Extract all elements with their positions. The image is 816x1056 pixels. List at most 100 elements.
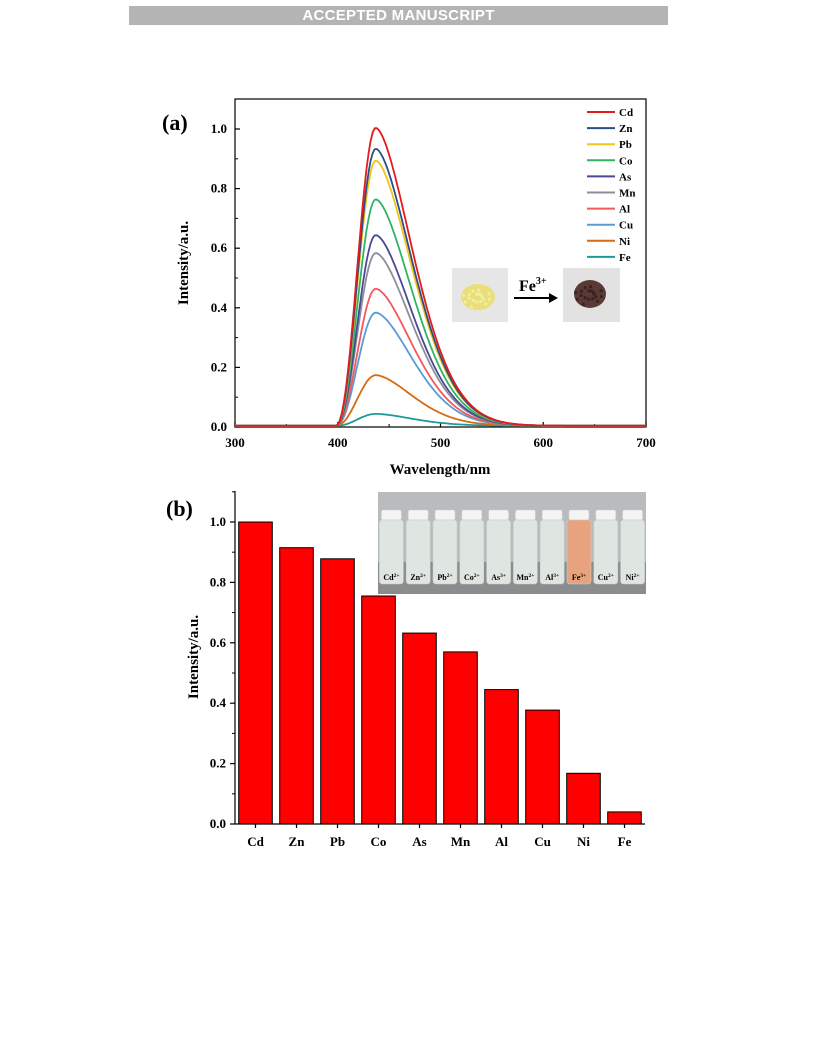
vial-zn: [405, 519, 431, 585]
vial-cap: [381, 509, 402, 521]
arrow-head-icon: [549, 293, 558, 303]
powder-grain: [599, 294, 604, 299]
powder-grain: [587, 297, 591, 301]
category-label: Zn: [289, 834, 306, 849]
category-label: Ni: [577, 834, 590, 849]
legend-label: Cu: [619, 220, 633, 232]
bar-as: [402, 632, 437, 825]
powder-grain: [471, 298, 475, 302]
panel-b-label: (b): [166, 496, 193, 521]
y-tick-label: 0.0: [211, 419, 227, 434]
x-tick-label: 400: [328, 435, 348, 450]
x-tick-label: 700: [636, 435, 656, 450]
panel-b-y-axis-label: Intensity/a.u.: [186, 615, 202, 699]
powder-grain: [475, 292, 479, 296]
powder-grain: [591, 297, 595, 301]
vial-ni: [620, 519, 645, 585]
bar-mn: [443, 651, 478, 825]
bar-pb: [320, 558, 355, 825]
bar-ni: [566, 772, 601, 825]
category-label: Co: [371, 834, 387, 849]
panel-a-line-chart: (a) 300 400 500 600 700 0.0 0.2 0.4 0.6 0.8 1.0 Cd…: [162, 98, 656, 478]
vial-as: [486, 519, 511, 585]
y-tick-label: 0.6: [210, 635, 227, 650]
powder-grain: [583, 286, 587, 290]
panel-b-vials-photo: Cd2+ Zn2+ Pb2+ Co2+ As3+ Mn2+ Al3+ Fe3+ Cu2+ Ni2+: [378, 492, 646, 594]
panel-a-label: (a): [162, 110, 188, 135]
legend-label: Fe: [619, 252, 631, 264]
vial-label: Ni2+: [626, 573, 640, 582]
powder-grain: [595, 299, 600, 303]
y-tick-label: 0.4: [210, 695, 227, 710]
legend-label: Mn: [619, 188, 636, 200]
legend-label: Ni: [619, 236, 630, 248]
powder-grain: [467, 296, 471, 300]
legend-label: Zn: [619, 123, 632, 135]
category-label: Fe: [618, 834, 632, 849]
legend-label: Pb: [619, 139, 632, 151]
powder-grain: [482, 297, 486, 302]
vial-cap: [407, 509, 429, 521]
y-tick-label: 0.8: [211, 181, 228, 196]
vial-label: As3+: [491, 573, 506, 582]
powder-grain: [583, 296, 587, 300]
x-tick-label: 600: [534, 435, 554, 450]
vial-cap: [622, 509, 643, 521]
accepted-manuscript-banner: ACCEPTED MANUSCRIPT: [129, 6, 668, 25]
powder-grain: [579, 293, 583, 298]
series-line-cd: [235, 127, 646, 427]
powder-grain: [475, 300, 479, 304]
vial-al: [539, 519, 565, 585]
powder-grain: [463, 300, 467, 304]
legend-label: Cd: [619, 107, 633, 119]
category-label: Mn: [451, 834, 471, 849]
x-tick-label: 300: [225, 435, 245, 450]
vial-cap: [461, 509, 483, 521]
vial-co: [459, 519, 485, 585]
panel-a-ticks: 300 400 500 600 700 0.0 0.2 0.4 0.6 0.8 1.0: [211, 121, 656, 450]
vial-cu: [593, 519, 619, 585]
vial-cap: [434, 509, 456, 521]
yellow-powder-icon: [461, 284, 495, 310]
y-tick-label: 0.6: [211, 240, 228, 255]
y-tick-label: 0.2: [210, 756, 226, 771]
bar-co: [361, 595, 396, 825]
powder-grain: [462, 293, 466, 298]
panel-a-legend: Cd Zn Pb Co As Mn Al Cu Ni Fe: [587, 107, 636, 264]
category-label: Cd: [247, 834, 264, 849]
y-tick-label: 1.0: [210, 514, 226, 529]
panel-b-bars: [238, 521, 642, 825]
bar-cu: [525, 709, 560, 825]
powder-grain: [479, 299, 483, 304]
powder-grain: [487, 297, 491, 301]
panel-a-y-axis-label: Intensity/a.u.: [176, 221, 192, 305]
panel-b-ticks: Cd Zn Pb Co As Mn Al Cu Ni Fe 0.0 0.2 0.4 0.6 0.8 1.0: [210, 491, 632, 849]
powder-grain: [471, 289, 475, 293]
vial-cap: [488, 509, 509, 521]
vial-cap: [541, 509, 563, 521]
bar-cd: [238, 521, 273, 825]
y-tick-label: 0.0: [210, 816, 226, 831]
bar-zn: [279, 547, 314, 825]
panel-b-bar-chart: (b) Cd Zn Pb Co As Mn Al Cu Ni Fe 0.0 0.2 0.4 0.6 0.8 1…: [166, 491, 646, 849]
y-tick-label: 0.4: [211, 300, 228, 315]
powder-grain: [477, 288, 481, 292]
powder-grain: [587, 289, 591, 293]
category-label: Al: [495, 834, 508, 849]
bar-fe: [607, 811, 642, 825]
vial-mn: [513, 519, 538, 585]
category-label: Pb: [330, 834, 345, 849]
powder-grain: [599, 289, 603, 293]
vial-label: Cd2+: [383, 573, 399, 582]
x-tick-label: 500: [431, 435, 451, 450]
powder-grain: [469, 305, 473, 309]
powder-grain: [579, 289, 584, 293]
powder-grain: [581, 302, 586, 306]
arrow-label: Fe3+: [519, 276, 547, 295]
vial-cap: [595, 509, 617, 521]
vial-label: Zn2+: [410, 573, 426, 582]
vial-label: Cu2+: [598, 573, 614, 582]
panel-a-curves: [235, 127, 646, 427]
vial-fe: [566, 519, 592, 585]
